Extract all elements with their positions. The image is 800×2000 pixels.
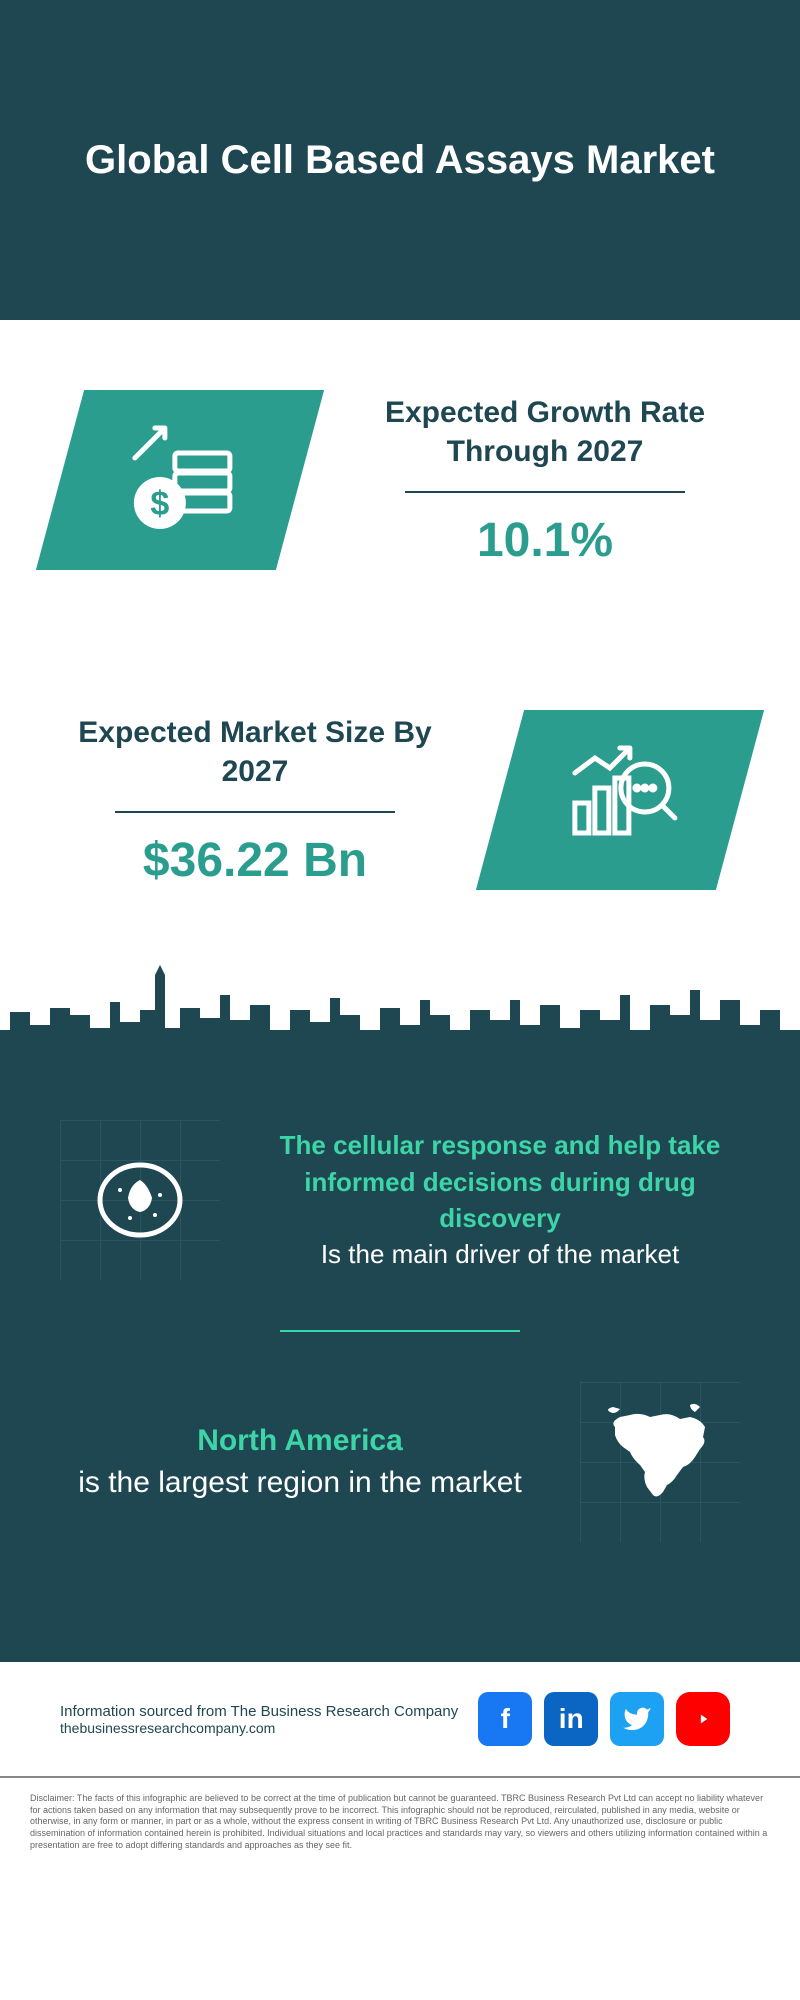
cell-icon: [60, 1120, 220, 1280]
region-highlight: North America: [60, 1420, 540, 1462]
social-icons: f in: [478, 1692, 730, 1746]
region-row: North America is the largest region in t…: [60, 1382, 740, 1542]
driver-text: The cellular response and help take info…: [260, 1127, 740, 1273]
money-growth-icon: $: [115, 413, 245, 548]
dark-section: The cellular response and help take info…: [0, 1080, 800, 1662]
linkedin-icon[interactable]: in: [544, 1692, 598, 1746]
youtube-icon[interactable]: [676, 1692, 730, 1746]
driver-row: The cellular response and help take info…: [60, 1120, 740, 1280]
growth-rate-label: Expected Growth Rate Through 2027: [350, 393, 740, 471]
footer-info: Information sourced from The Business Re…: [0, 1662, 800, 1776]
money-growth-icon-box: $: [36, 390, 324, 570]
market-size-value: $36.22 Bn: [60, 833, 450, 888]
header: Global Cell Based Assays Market: [0, 0, 800, 320]
skyline-graphic: [0, 960, 800, 1080]
region-sub: is the largest region in the market: [60, 1462, 540, 1504]
facebook-icon[interactable]: f: [478, 1692, 532, 1746]
section-divider: [280, 1330, 520, 1332]
north-america-map-icon: [580, 1382, 740, 1542]
divider: [405, 491, 685, 493]
source-text: Information sourced from The Business Re…: [60, 1703, 458, 1720]
source-url: thebusinessresearchcompany.com: [60, 1720, 458, 1736]
source-block: Information sourced from The Business Re…: [60, 1703, 458, 1736]
market-size-label: Expected Market Size By 2027: [60, 713, 450, 791]
disclaimer: Disclaimer: The facts of this infographi…: [0, 1776, 800, 1881]
driver-highlight: The cellular response and help take info…: [260, 1127, 740, 1236]
analytics-icon: [555, 733, 685, 868]
growth-rate-value: 10.1%: [350, 513, 740, 568]
growth-rate-text: Expected Growth Rate Through 2027 10.1%: [350, 393, 740, 568]
region-text: North America is the largest region in t…: [60, 1420, 540, 1504]
driver-sub: Is the main driver of the market: [260, 1236, 740, 1272]
growth-rate-stat: $ Expected Growth Rate Through 2027 10.1…: [0, 320, 800, 640]
twitter-icon[interactable]: [610, 1692, 664, 1746]
market-size-stat: Expected Market Size By 2027 $36.22 Bn: [0, 640, 800, 960]
page-title: Global Cell Based Assays Market: [85, 134, 715, 186]
svg-text:$: $: [151, 485, 170, 523]
market-size-text: Expected Market Size By 2027 $36.22 Bn: [60, 713, 450, 888]
analytics-icon-box: [476, 710, 764, 890]
divider: [115, 811, 395, 813]
